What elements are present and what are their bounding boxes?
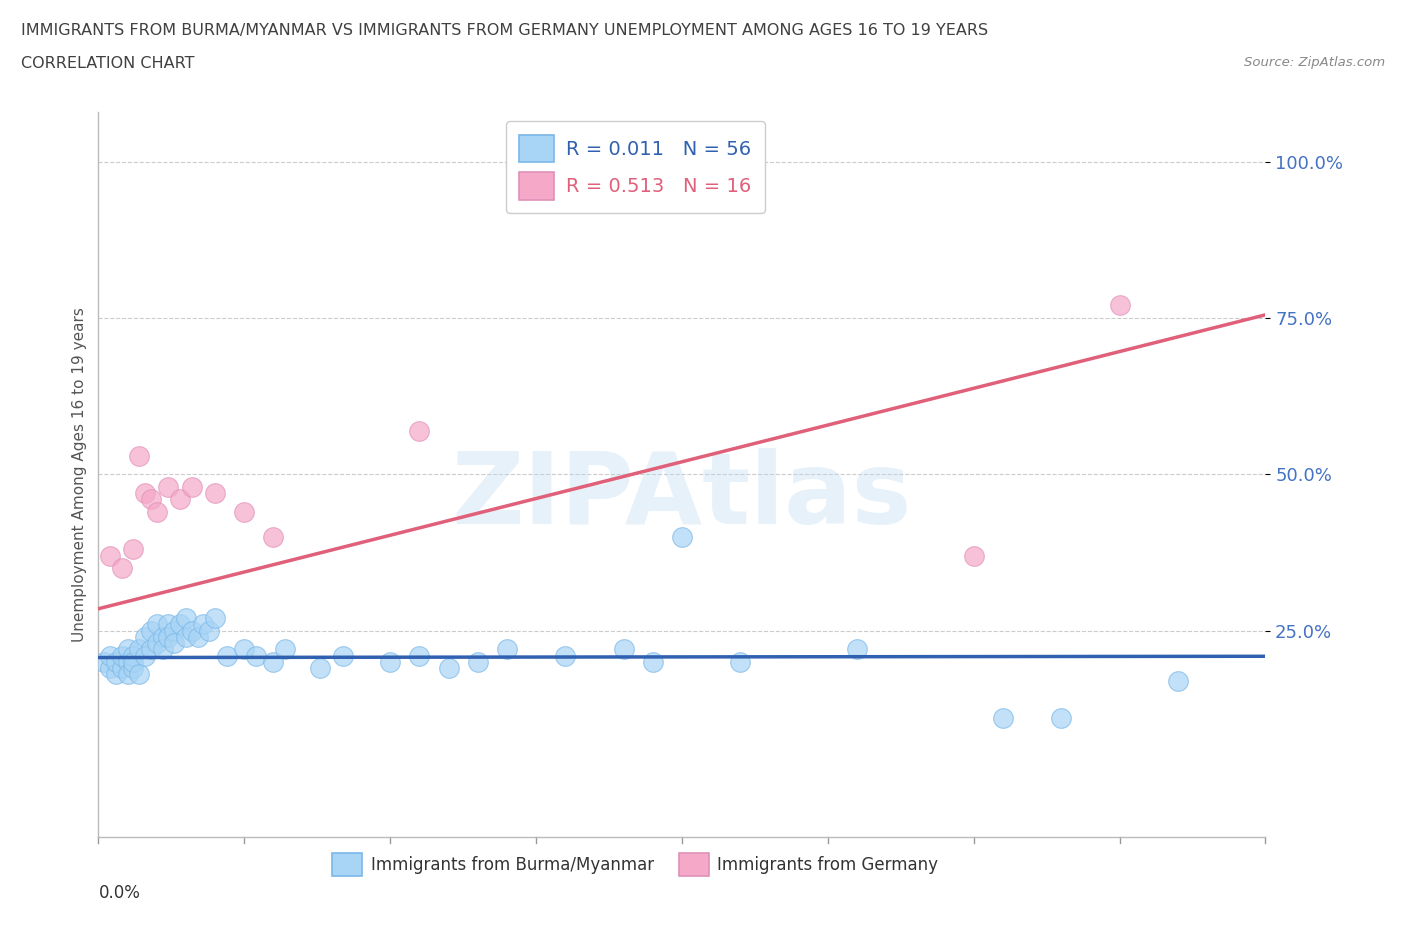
Y-axis label: Unemployment Among Ages 16 to 19 years: Unemployment Among Ages 16 to 19 years [72, 307, 87, 642]
Point [128, 667, 150, 682]
Point [122, 542, 145, 557]
Point [122, 655, 145, 670]
Point [98, 648, 121, 663]
Point [408, 423, 430, 438]
Point [134, 485, 156, 500]
Point [139, 623, 162, 638]
Point [139, 492, 162, 507]
Point [134, 630, 156, 644]
Text: ZIPAtlas: ZIPAtlas [451, 447, 912, 545]
Point [111, 561, 134, 576]
Point [111, 648, 134, 663]
Legend: Immigrants from Burma/Myanmar, Immigrants from Germany: Immigrants from Burma/Myanmar, Immigrant… [326, 846, 945, 884]
Point [134, 648, 156, 663]
Point [274, 642, 297, 657]
Point [139, 642, 162, 657]
Point [262, 655, 284, 670]
Point [98, 660, 121, 675]
Point [437, 660, 460, 675]
Point [169, 492, 191, 507]
Point [332, 648, 354, 663]
Point [612, 642, 634, 657]
Point [174, 611, 197, 626]
Point [180, 479, 202, 494]
Text: 0.0%: 0.0% [98, 884, 141, 902]
Point [174, 630, 197, 644]
Point [117, 667, 139, 682]
Point [641, 655, 664, 670]
Point [233, 642, 256, 657]
Point [233, 504, 256, 519]
Point [309, 660, 332, 675]
Point [117, 655, 139, 670]
Point [152, 630, 174, 644]
Point [204, 611, 226, 626]
Point [204, 485, 226, 500]
Point [122, 648, 145, 663]
Point [380, 655, 402, 670]
Point [169, 617, 191, 631]
Point [1167, 673, 1189, 688]
Point [245, 648, 267, 663]
Point [496, 642, 519, 657]
Point [1050, 711, 1073, 725]
Point [128, 448, 150, 463]
Point [157, 479, 180, 494]
Point [111, 660, 134, 675]
Point [146, 504, 169, 519]
Text: Source: ZipAtlas.com: Source: ZipAtlas.com [1244, 56, 1385, 69]
Point [157, 617, 180, 631]
Point [262, 529, 284, 544]
Point [846, 642, 869, 657]
Point [467, 655, 489, 670]
Text: IMMIGRANTS FROM BURMA/MYANMAR VS IMMIGRANTS FROM GERMANY UNEMPLOYMENT AMONG AGES: IMMIGRANTS FROM BURMA/MYANMAR VS IMMIGRA… [21, 23, 988, 38]
Point [128, 642, 150, 657]
Point [157, 630, 180, 644]
Point [554, 648, 576, 663]
Point [408, 648, 430, 663]
Point [146, 636, 169, 651]
Point [117, 642, 139, 657]
Point [180, 623, 202, 638]
Point [215, 648, 238, 663]
Point [671, 529, 693, 544]
Point [193, 617, 215, 631]
Point [104, 655, 127, 670]
Point [991, 711, 1014, 725]
Point [104, 667, 127, 682]
Point [122, 660, 145, 675]
Point [152, 642, 174, 657]
Point [163, 636, 186, 651]
Point [163, 623, 186, 638]
Point [1108, 298, 1130, 312]
Point [146, 617, 169, 631]
Point [93, 655, 115, 670]
Point [187, 630, 209, 644]
Text: CORRELATION CHART: CORRELATION CHART [21, 56, 194, 71]
Point [730, 655, 752, 670]
Point [962, 548, 984, 563]
Point [198, 623, 221, 638]
Point [98, 548, 121, 563]
